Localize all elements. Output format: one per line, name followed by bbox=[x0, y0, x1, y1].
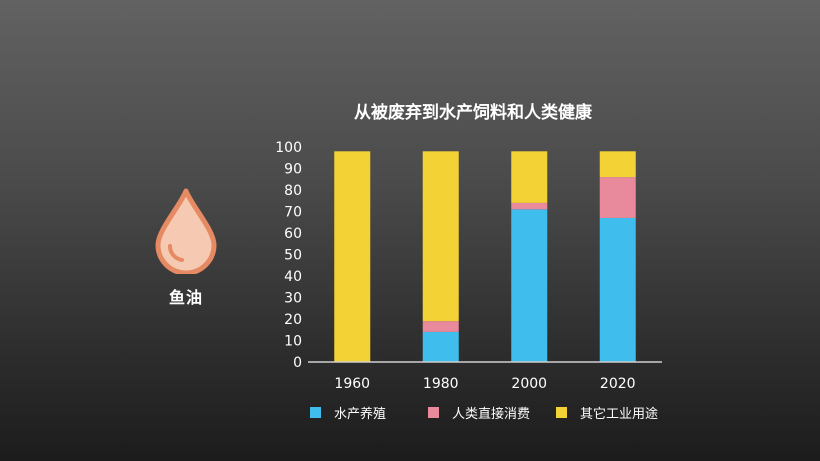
legend-swatch bbox=[556, 407, 567, 418]
x-axis-ticks: 1960 1980 2000 2020 bbox=[334, 376, 635, 392]
y-tick-label: 10 bbox=[284, 334, 302, 350]
y-tick-label: 40 bbox=[284, 269, 302, 285]
y-tick-label: 90 bbox=[284, 162, 302, 178]
legend-label: 其它工业用途 bbox=[580, 406, 658, 422]
bar-segment bbox=[599, 177, 636, 218]
oil-drop-icon bbox=[155, 188, 217, 276]
y-axis-ticks: 0 10 20 30 40 50 60 70 80 90 100 bbox=[275, 140, 302, 371]
y-tick-label: 50 bbox=[284, 248, 302, 264]
bar-segment bbox=[599, 217, 636, 362]
bar-segment bbox=[511, 202, 548, 210]
y-tick-label: 60 bbox=[284, 226, 302, 242]
bar-segment bbox=[422, 321, 459, 332]
bar-segment bbox=[511, 151, 548, 203]
bar-segment bbox=[511, 209, 548, 362]
bar-series bbox=[334, 151, 636, 362]
chart-title: 从被废弃到水产饲料和人类健康 bbox=[354, 102, 593, 123]
bar-segment bbox=[334, 151, 371, 362]
y-tick-label: 30 bbox=[284, 291, 302, 307]
legend-swatch bbox=[428, 407, 439, 418]
y-tick-label: 100 bbox=[275, 140, 302, 156]
x-tick-label: 1980 bbox=[423, 376, 459, 392]
legend: 水产养殖 人类直接消费 其它工业用途 bbox=[310, 406, 658, 422]
y-tick-label: 20 bbox=[284, 312, 302, 328]
y-tick-label: 0 bbox=[293, 355, 302, 371]
x-tick-label: 2000 bbox=[511, 376, 547, 392]
x-tick-label: 2020 bbox=[600, 376, 636, 392]
legend-label: 人类直接消费 bbox=[452, 406, 530, 422]
fish-oil-label: 鱼油 bbox=[168, 288, 203, 307]
bar-segment bbox=[422, 151, 459, 322]
legend-label: 水产养殖 bbox=[334, 406, 386, 422]
bar-segment bbox=[599, 151, 636, 178]
y-tick-label: 70 bbox=[284, 205, 302, 221]
y-tick-label: 80 bbox=[284, 183, 302, 199]
bar-segment bbox=[422, 331, 459, 362]
legend-swatch bbox=[310, 407, 321, 418]
oil-drop-highlight bbox=[167, 244, 184, 262]
x-tick-label: 1960 bbox=[334, 376, 370, 392]
